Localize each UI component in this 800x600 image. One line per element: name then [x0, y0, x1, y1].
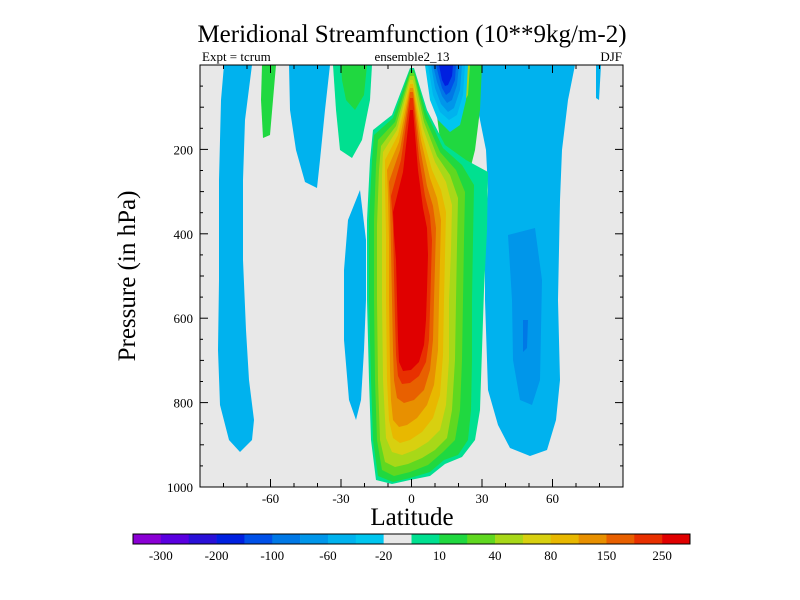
colorbar-label: -200 — [205, 548, 229, 563]
subtitle-center: ensemble2_13 — [374, 49, 449, 64]
plot-area — [199, 64, 624, 488]
y-tick-label: 800 — [174, 396, 194, 411]
colorbar-swatch — [383, 534, 412, 544]
colorbar-swatch — [244, 534, 273, 544]
colorbar-label: -300 — [149, 548, 173, 563]
colorbar-label: -100 — [260, 548, 284, 563]
colorbar-swatch — [327, 534, 357, 544]
y-tick-label: 600 — [174, 311, 194, 326]
y-tick-label: 1000 — [167, 480, 193, 495]
colorbar-label: -20 — [375, 548, 392, 563]
x-tick-label: 30 — [476, 491, 489, 506]
colorbar-swatch — [606, 534, 635, 544]
colorbar-label: 10 — [433, 548, 446, 563]
colorbar-label: 40 — [489, 548, 502, 563]
x-axis-label: Latitude — [370, 504, 453, 531]
colorbar-swatch — [578, 534, 607, 544]
colorbar-label: 80 — [544, 548, 557, 563]
colorbar-swatch — [439, 534, 468, 544]
colorbar-swatch — [300, 534, 329, 544]
y-axis-label: Pressure (in hPa) — [114, 191, 141, 362]
y-tick-label: 200 — [174, 142, 194, 157]
contour-south-cell-outer — [218, 65, 254, 452]
colorbar-swatch — [522, 534, 552, 544]
colorbar-swatch — [495, 534, 524, 544]
x-tick-label: -30 — [332, 491, 349, 506]
colorbar-swatch — [133, 534, 162, 544]
colorbar-swatch — [188, 534, 217, 544]
contour-cell-minus40 — [289, 65, 330, 188]
colorbar-swatch — [216, 534, 245, 544]
colorbar: -300 -200 -100 -60 -20 10 40 80 150 250 — [132, 533, 691, 563]
colorbar-swatch — [411, 534, 440, 544]
subtitle-right: DJF — [600, 49, 622, 64]
x-tick-label: 60 — [546, 491, 559, 506]
contour-north-cell-core — [523, 320, 528, 352]
colorbar-label: -60 — [319, 548, 336, 563]
colorbar-frame — [132, 533, 691, 545]
colorbar-label: 250 — [652, 548, 672, 563]
subtitle-left: Expt = tcrum — [202, 49, 271, 64]
x-tick-label: -60 — [262, 491, 279, 506]
colorbar-swatch — [272, 534, 301, 544]
contour-cell-minus25-inner — [341, 65, 367, 110]
contour-cyan-blob-left — [344, 190, 366, 420]
colorbar-swatch — [467, 534, 496, 544]
contour-hadley-300 — [393, 110, 428, 371]
contour-tiny-feature — [596, 65, 601, 100]
y-axis: 200 400 600 800 1000 — [167, 85, 623, 495]
colorbar-swatch — [662, 534, 691, 544]
contour-green-strip — [261, 65, 276, 138]
x-tick-label: 0 — [408, 491, 415, 506]
colorbar-swatch — [160, 534, 189, 544]
contour-north-cell-inner — [508, 228, 542, 405]
colorbar-swatch — [634, 534, 663, 544]
chart-title: Meridional Streamfunction (10**9kg/m-2) — [197, 21, 626, 48]
y-tick-label: 400 — [174, 227, 194, 242]
contour-upper-neg-150 — [439, 65, 453, 86]
colorbar-swatch — [550, 534, 579, 544]
contour-fills — [218, 65, 601, 484]
colorbar-label: 150 — [597, 548, 617, 563]
colorbar-swatch — [355, 534, 384, 544]
x-axis: -60 -30 0 30 60 — [223, 65, 600, 506]
